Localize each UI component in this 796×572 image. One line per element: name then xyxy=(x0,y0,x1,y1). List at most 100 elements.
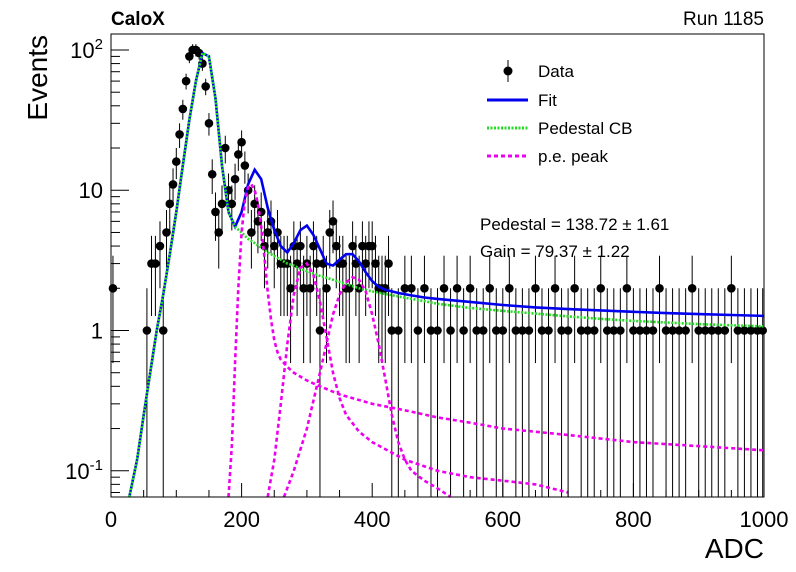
axes-layer: 0 200 400 600 800 1000 10-1 1 10 102 xyxy=(65,36,788,532)
data-point xyxy=(168,168,178,207)
data-point xyxy=(733,288,743,497)
data-point xyxy=(234,141,243,171)
data-point xyxy=(400,255,410,364)
data-point xyxy=(498,288,508,497)
data-point xyxy=(446,288,455,497)
y-axis-title: Events xyxy=(22,35,53,121)
data-point xyxy=(240,151,250,184)
legend: Data Fit Pedestal CB p.e. peak xyxy=(487,60,633,166)
data-point xyxy=(315,288,325,497)
x-tick-label: 600 xyxy=(484,507,521,532)
data-point xyxy=(700,288,710,497)
data-point xyxy=(648,288,658,497)
data-point xyxy=(407,255,416,364)
data-point xyxy=(629,288,638,497)
data-point xyxy=(371,235,380,317)
legend-label-fit: Fit xyxy=(538,91,557,110)
data-point xyxy=(433,288,442,497)
data-point xyxy=(668,288,677,497)
data-point xyxy=(108,255,118,364)
data-point xyxy=(413,288,423,497)
data-point xyxy=(201,78,210,96)
data-points xyxy=(108,44,767,497)
data-point xyxy=(151,235,160,317)
data-point xyxy=(230,163,240,200)
data-point xyxy=(439,255,449,364)
data-point xyxy=(204,113,214,136)
data-point xyxy=(478,288,488,497)
legend-label-pedestal: Pedestal CB xyxy=(538,119,633,138)
data-point xyxy=(305,255,315,364)
data-point xyxy=(299,255,308,364)
data-point xyxy=(674,288,684,497)
data-point xyxy=(642,288,651,497)
data-point xyxy=(655,255,664,364)
legend-label-data: Data xyxy=(538,62,574,81)
curve-p-e-peak-2 xyxy=(266,261,569,498)
data-point xyxy=(740,288,749,497)
x-tick-label: 400 xyxy=(354,507,391,532)
data-point xyxy=(727,255,736,364)
x-tick-label: 1000 xyxy=(740,507,789,532)
data-point xyxy=(681,288,690,497)
data-point xyxy=(452,255,462,364)
data-point xyxy=(616,288,625,497)
legend-label-pe-peak: p.e. peak xyxy=(538,147,608,166)
y-tick-label: 102 xyxy=(70,36,103,63)
pedestal-annotation: Pedestal = 138.72 ± 1.61 xyxy=(480,215,669,234)
data-point xyxy=(175,123,184,149)
data-layer xyxy=(108,44,767,499)
data-point xyxy=(227,185,237,231)
gain-annotation: Gain = 79.37 ± 1.22 xyxy=(480,242,630,261)
data-point xyxy=(583,288,592,497)
data-point xyxy=(162,209,171,269)
data-point xyxy=(459,288,468,497)
curve-fit xyxy=(128,51,765,498)
data-point xyxy=(472,288,481,497)
data-point xyxy=(247,209,256,269)
y-tick-label: 10 xyxy=(79,178,103,203)
experiment-label: CaloX xyxy=(111,9,165,30)
data-point xyxy=(387,288,397,497)
data-point xyxy=(181,73,191,90)
data-point xyxy=(358,221,367,289)
data-point xyxy=(214,209,224,269)
data-point xyxy=(237,130,246,157)
data-point xyxy=(220,135,230,164)
y-tick-label: 10-1 xyxy=(65,457,103,484)
data-point xyxy=(158,288,168,497)
data-point xyxy=(155,221,165,289)
data-point xyxy=(720,288,730,497)
legend-entry-pedestal: Pedestal CB xyxy=(487,119,633,138)
data-point xyxy=(544,288,553,497)
data-point xyxy=(178,99,188,120)
x-tick-label: 200 xyxy=(223,507,260,532)
data-point xyxy=(394,288,403,497)
data-point xyxy=(361,235,370,317)
data-point xyxy=(384,235,393,317)
data-point xyxy=(622,255,632,364)
data-point xyxy=(207,159,217,195)
data-point xyxy=(426,288,436,497)
y-tick-label: 1 xyxy=(91,319,103,344)
data-point xyxy=(576,288,586,497)
data-point xyxy=(165,185,175,231)
data-point xyxy=(635,288,645,497)
data-point xyxy=(331,221,341,289)
run-label: Run 1185 xyxy=(683,9,764,30)
legend-entry-data: Data xyxy=(503,60,574,82)
plot-frame xyxy=(110,33,765,498)
data-point xyxy=(694,288,703,497)
data-point xyxy=(537,288,547,497)
x-axis-title: ADC xyxy=(705,533,764,564)
data-point xyxy=(758,288,767,497)
data-point xyxy=(367,221,377,289)
data-point xyxy=(557,288,566,497)
data-point xyxy=(713,288,723,497)
data-point xyxy=(511,288,521,497)
data-point xyxy=(465,255,475,364)
data-point xyxy=(491,288,501,497)
data-point xyxy=(531,255,540,364)
data-point xyxy=(217,185,227,231)
